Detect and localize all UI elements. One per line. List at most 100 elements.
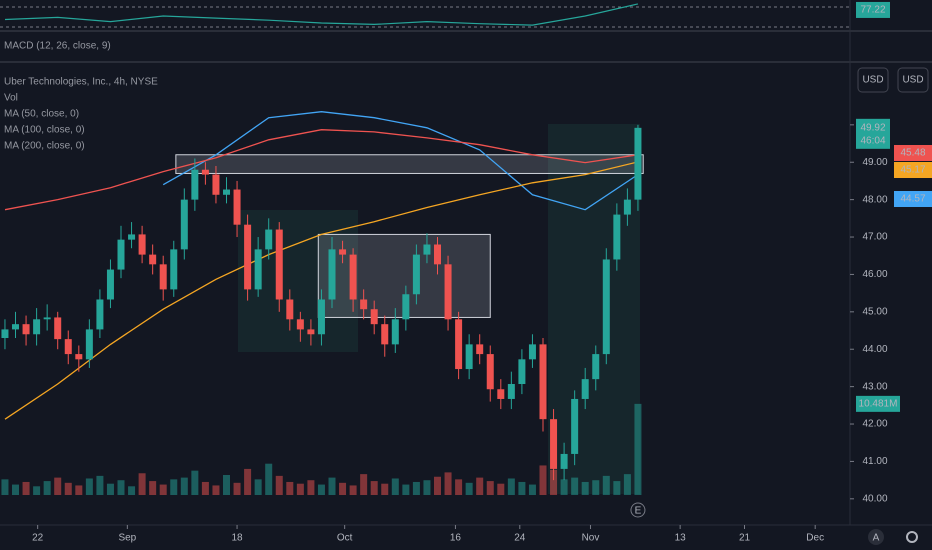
y-tick-label: 42.00 [862, 419, 887, 430]
candle-body [560, 453, 568, 469]
currency-button[interactable] [857, 67, 889, 93]
volume-bar [85, 478, 93, 495]
volume-bar [571, 477, 579, 495]
candle-body [296, 319, 304, 330]
x-tick-label: 18 [231, 533, 243, 544]
candle-body [223, 189, 231, 195]
x-tick-label: Dec [806, 533, 824, 544]
volume-bar [581, 481, 589, 495]
volume-bar [391, 478, 399, 495]
countdown-label: 46:04 [860, 135, 885, 146]
volume-tag [856, 395, 900, 412]
candle-body [412, 254, 420, 295]
volume-bar [444, 472, 452, 495]
candle-body [370, 309, 378, 325]
candle-body [64, 339, 72, 355]
volume-bar [275, 475, 283, 495]
price-tag-label: 45.17 [900, 165, 925, 176]
moving-average-line [4, 161, 639, 420]
x-tick-label: 13 [675, 533, 687, 544]
rsi-tag [856, 1, 890, 18]
currency-button[interactable] [897, 67, 929, 93]
volume-bar [96, 475, 104, 495]
volume-bar [170, 479, 178, 495]
candle-body [96, 299, 104, 330]
y-tick-label: 47.00 [862, 232, 887, 243]
settings-button[interactable] [906, 531, 918, 543]
candle-body [486, 354, 494, 390]
chart-title: Uber Technologies, Inc., 4h, NYSE [4, 77, 158, 88]
profile-area [548, 124, 640, 494]
volume-bar [191, 470, 199, 495]
y-tick-label: 41.00 [862, 456, 887, 467]
volume-bar [592, 480, 600, 495]
volume-bar [54, 477, 62, 495]
volume-bar [244, 468, 252, 495]
candle-body [85, 329, 93, 360]
volume-bar [233, 482, 241, 495]
candle-body [328, 249, 336, 300]
price-tag-label: 49.92 [860, 122, 885, 133]
legend-entry: MA (200, close, 0) [4, 141, 85, 152]
y-tick-label: 44.00 [862, 344, 887, 355]
volume-bar [12, 484, 20, 495]
candle-body [265, 229, 273, 250]
candle-body [275, 229, 283, 300]
volume-bar [317, 484, 325, 495]
currency-button-label[interactable]: USD [862, 75, 883, 86]
rsi-line [4, 3, 639, 26]
candle-body [528, 344, 536, 360]
volume-bar [539, 465, 547, 495]
volume-bar [434, 476, 442, 495]
volume-bar [518, 481, 526, 495]
legend-entry: MA (100, close, 0) [4, 125, 85, 136]
candle-body [634, 127, 642, 200]
volume-bar [402, 484, 410, 495]
volume-bar [381, 483, 389, 495]
volume-bar [339, 482, 347, 495]
volume-bar [370, 481, 378, 495]
candle-body [254, 249, 262, 290]
candle-body [444, 264, 452, 320]
price-tag [856, 118, 890, 149]
volume-bar [349, 485, 357, 495]
candle-body [391, 319, 399, 345]
candle-body [497, 389, 505, 399]
auto-scale-button[interactable] [868, 529, 884, 545]
candle-body [12, 324, 20, 330]
currency-button-label[interactable]: USD [902, 75, 923, 86]
x-tick-label: 21 [739, 533, 751, 544]
candle-body [550, 419, 558, 469]
price-zone [175, 154, 644, 174]
price-tag [894, 162, 932, 178]
candle-body [507, 384, 515, 399]
volume-bar [212, 485, 220, 495]
x-tick-label: Nov [582, 533, 600, 544]
candles [1, 124, 642, 481]
candle-body [212, 174, 220, 195]
volume-bar [286, 481, 294, 495]
candle-body [317, 299, 325, 335]
y-tick-label: 43.00 [862, 381, 887, 392]
candle-body [339, 249, 347, 255]
auto-scale-label[interactable]: A [873, 533, 880, 544]
volume-bar [64, 482, 72, 495]
candle-body [571, 398, 579, 454]
x-tick-label: Oct [337, 533, 353, 544]
candle-body [43, 317, 51, 320]
x-tick-label: 16 [450, 533, 462, 544]
candle-body [518, 359, 526, 385]
volume-bar [149, 481, 157, 495]
candle-body [592, 354, 600, 380]
volume-bar [43, 481, 51, 495]
volume-bar [560, 479, 568, 495]
earnings-marker-label: E [635, 506, 642, 517]
candle-body [623, 199, 631, 215]
candle-body [117, 239, 125, 270]
y-tick-label: 48.00 [862, 194, 887, 205]
candle-body [33, 319, 41, 335]
candle-body [602, 259, 610, 355]
volume [1, 403, 642, 495]
volume-bar [328, 477, 336, 495]
